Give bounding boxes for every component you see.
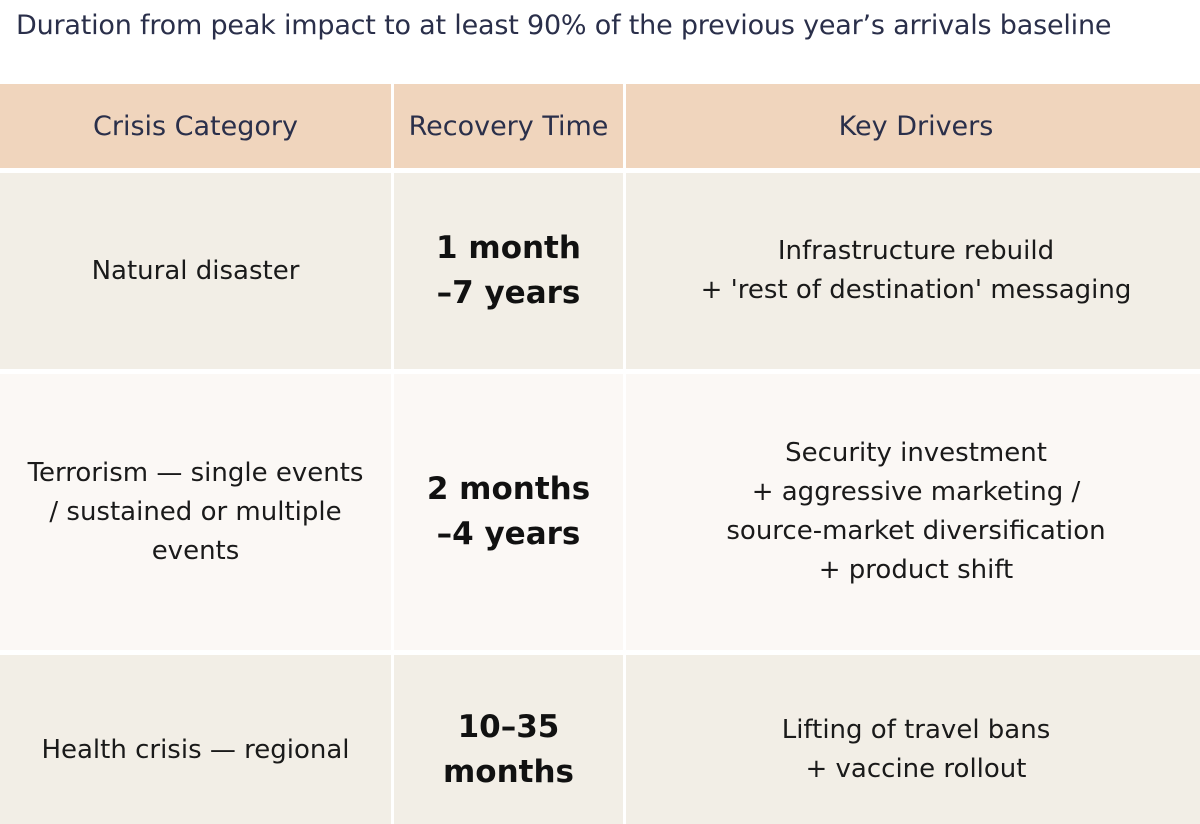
table-row-category: Health crisis — regional	[0, 655, 391, 824]
table-row-recovery-time: 2 months –4 years	[394, 374, 623, 650]
table-row-category: Terrorism — single events / sustained or…	[0, 374, 391, 650]
table-row-drivers: Security investment + aggressive marketi…	[626, 374, 1200, 650]
column-header-crisis-category: Crisis Category	[0, 84, 391, 168]
table-row-drivers: Infrastructure rebuild + 'rest of destin…	[626, 173, 1200, 369]
table-row-recovery-time: 1 month –7 years	[394, 173, 623, 369]
table-row-recovery-time: 10–35 months	[394, 655, 623, 824]
column-header-recovery-time: Recovery Time	[394, 84, 623, 168]
table-row-category: Natural disaster	[0, 173, 391, 369]
column-header-key-drivers: Key Drivers	[626, 84, 1200, 168]
recovery-table: Crisis Category Recovery Time Key Driver…	[0, 84, 1200, 824]
table-subtitle: Duration from peak impact to at least 90…	[16, 10, 1112, 41]
table-row-drivers: Lifting of travel bans + vaccine rollout	[626, 655, 1200, 824]
